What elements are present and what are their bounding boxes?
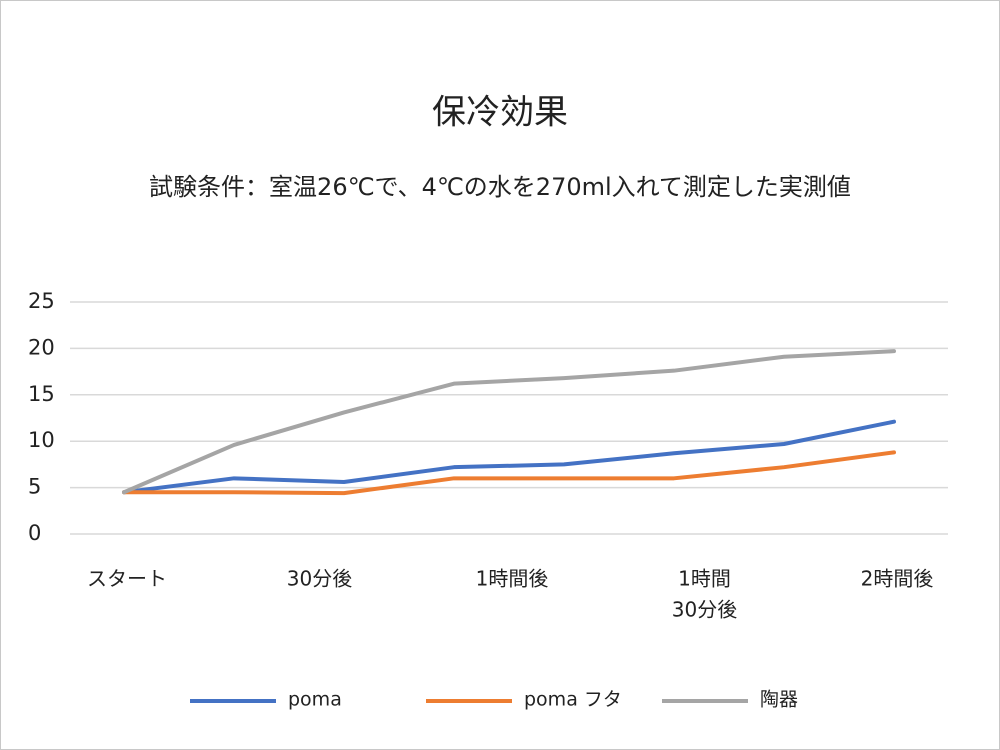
y-tick-label: 0 — [28, 521, 41, 545]
y-tick-label: 5 — [28, 475, 41, 499]
legend-label: 陶器 — [760, 689, 798, 711]
series-line — [122, 419, 896, 495]
legend-label: poma フタ — [524, 689, 622, 711]
legend-label: poma — [288, 689, 342, 711]
x-tick-label: 30分後 — [672, 598, 737, 622]
x-tick-label: 30分後 — [287, 567, 352, 591]
series-line — [122, 450, 896, 496]
y-tick-label: 25 — [28, 289, 55, 313]
x-tick-label: スタート — [87, 567, 167, 591]
chart-title: 保冷効果 — [432, 93, 568, 133]
x-tick-label: 2時間後 — [861, 567, 934, 591]
y-tick-label: 15 — [28, 382, 55, 406]
y-tick-label: 20 — [28, 335, 55, 359]
chart-subtitle: 試験条件：室温26℃で、4℃の水を270ml入れて測定した実測値 — [149, 173, 851, 201]
x-tick-label: 1時間後 — [476, 567, 549, 591]
y-tick-label: 10 — [28, 428, 55, 452]
series-line — [122, 349, 896, 495]
x-tick-label: 1時間 — [678, 567, 731, 591]
